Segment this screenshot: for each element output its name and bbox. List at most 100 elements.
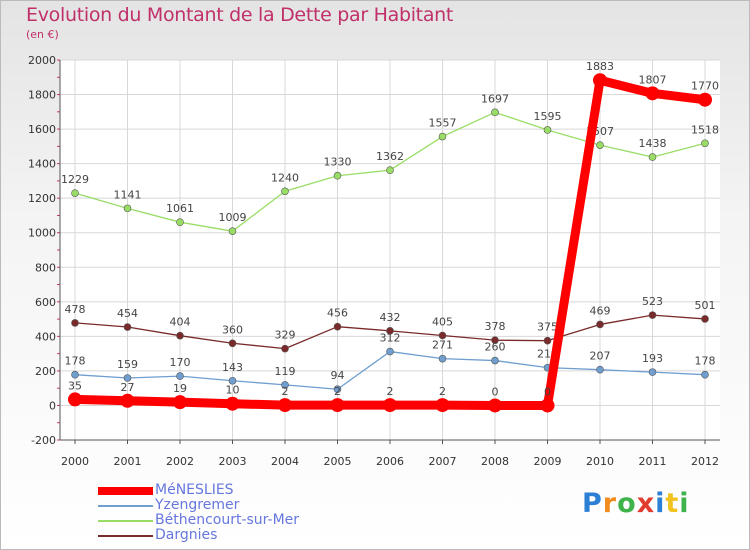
data-label: 456 bbox=[327, 307, 348, 320]
data-point bbox=[225, 396, 240, 411]
y-tick-label: 1800 bbox=[28, 89, 56, 102]
data-label: 454 bbox=[117, 307, 138, 320]
x-tick-label: 2002 bbox=[166, 455, 194, 468]
data-label: 1362 bbox=[376, 150, 404, 163]
data-label: 1009 bbox=[219, 211, 247, 224]
data-point bbox=[491, 108, 499, 117]
data-label: 1807 bbox=[639, 73, 667, 86]
data-point bbox=[386, 347, 394, 356]
x-tick-label: 2005 bbox=[324, 455, 352, 468]
y-tick-label: 1600 bbox=[28, 123, 56, 136]
data-point bbox=[648, 311, 657, 319]
data-point bbox=[123, 374, 132, 382]
data-label: 478 bbox=[65, 303, 86, 316]
data-label: 360 bbox=[222, 323, 243, 336]
data-label: 1770 bbox=[691, 80, 719, 93]
data-point bbox=[281, 381, 289, 389]
data-label: 432 bbox=[380, 311, 401, 324]
x-tick-label: 2003 bbox=[219, 455, 247, 468]
data-label: 178 bbox=[695, 355, 716, 368]
data-point bbox=[71, 319, 79, 327]
data-label: 27 bbox=[121, 381, 135, 394]
y-tick-label: 1000 bbox=[28, 227, 56, 240]
data-label: 1438 bbox=[639, 137, 667, 150]
data-point bbox=[278, 398, 292, 413]
data-point bbox=[488, 398, 502, 413]
data-point bbox=[648, 153, 657, 161]
data-point bbox=[386, 166, 394, 174]
legend-label: Béthencourt-sur-Mer bbox=[155, 512, 300, 528]
unit-label: (en €) bbox=[26, 28, 59, 41]
legend-label: MéNESLIES bbox=[155, 482, 234, 498]
x-tick-label: 2006 bbox=[376, 455, 404, 468]
data-label: 1240 bbox=[271, 171, 299, 184]
y-tick-label: 0 bbox=[49, 399, 56, 412]
data-point bbox=[123, 204, 132, 213]
data-point bbox=[596, 320, 604, 329]
data-point bbox=[333, 171, 342, 180]
data-label: 143 bbox=[222, 361, 243, 374]
data-label: 0 bbox=[544, 385, 551, 398]
data-point bbox=[281, 344, 289, 353]
y-tick-label: 400 bbox=[35, 330, 56, 343]
data-label: 260 bbox=[485, 341, 506, 354]
y-tick-label: 1400 bbox=[28, 158, 56, 171]
x-tick-label: 2008 bbox=[481, 455, 509, 468]
data-label: 2 bbox=[282, 385, 289, 398]
data-point bbox=[176, 218, 184, 226]
data-point bbox=[596, 365, 604, 374]
data-point bbox=[228, 227, 237, 235]
data-point bbox=[120, 393, 135, 408]
legend-swatch bbox=[98, 535, 153, 537]
y-tick-label: 2000 bbox=[28, 54, 56, 67]
data-point bbox=[330, 398, 345, 413]
data-label: 2 bbox=[334, 385, 341, 398]
data-point bbox=[123, 323, 132, 331]
data-point bbox=[333, 385, 342, 394]
data-point bbox=[383, 398, 397, 413]
x-tick-label: 2004 bbox=[271, 455, 299, 468]
data-label: 329 bbox=[275, 329, 296, 342]
data-label: 1883 bbox=[586, 60, 614, 73]
y-tick-label: 1200 bbox=[28, 192, 56, 205]
data-point bbox=[491, 356, 499, 365]
logo-letter: r bbox=[602, 488, 618, 519]
data-point bbox=[701, 370, 709, 379]
data-label: 94 bbox=[331, 369, 345, 382]
logo-letter: i bbox=[679, 488, 690, 519]
y-tick-label: 200 bbox=[35, 365, 56, 378]
logo-letter: P bbox=[582, 488, 603, 519]
data-label: 312 bbox=[380, 332, 401, 345]
data-point bbox=[648, 368, 657, 376]
data-point bbox=[701, 315, 709, 323]
x-tick-label: 2009 bbox=[534, 455, 562, 468]
data-point bbox=[333, 322, 342, 331]
data-label: 2 bbox=[439, 385, 446, 398]
legend-swatch bbox=[98, 487, 153, 495]
legend-swatch bbox=[98, 505, 153, 507]
legend-swatch bbox=[98, 520, 153, 522]
data-label: 404 bbox=[170, 316, 191, 329]
y-tick-label: 600 bbox=[35, 296, 56, 309]
data-label: 1697 bbox=[481, 92, 509, 105]
data-point bbox=[71, 189, 79, 197]
data-point bbox=[386, 327, 394, 335]
data-label: 271 bbox=[432, 339, 453, 352]
data-label: 35 bbox=[68, 379, 82, 392]
data-label: 1518 bbox=[691, 123, 719, 136]
data-point bbox=[593, 73, 607, 88]
data-label: 1330 bbox=[324, 156, 352, 169]
data-label: 19 bbox=[173, 382, 187, 395]
data-point bbox=[543, 336, 552, 345]
data-label: 1229 bbox=[61, 173, 89, 186]
data-label: 501 bbox=[695, 299, 716, 312]
x-tick-label: 2007 bbox=[429, 455, 457, 468]
data-point bbox=[698, 92, 712, 107]
data-label: 170 bbox=[170, 356, 191, 369]
legend-label: Yzengremer bbox=[155, 497, 240, 513]
data-label: 159 bbox=[117, 358, 138, 371]
data-point bbox=[281, 187, 289, 196]
data-point bbox=[645, 86, 660, 101]
x-tick-label: 2012 bbox=[691, 455, 719, 468]
data-label: 1595 bbox=[534, 110, 562, 123]
